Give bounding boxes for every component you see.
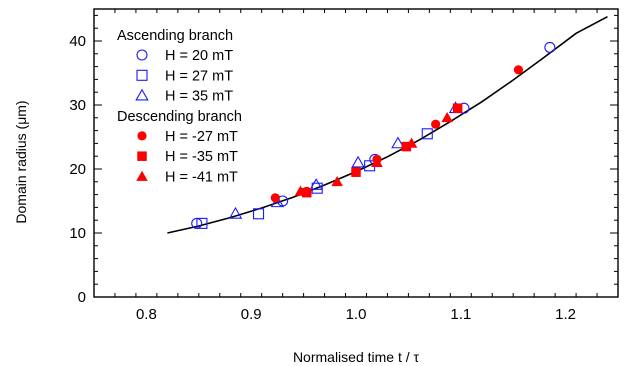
legend-item: H = -35 mT [137,149,238,165]
data-point [311,182,323,194]
data-point [513,65,524,75]
y-tick-label: 30 [69,97,86,114]
x-tick-label: 1.1 [450,306,471,323]
legend-label: H = -27 mT [165,129,238,145]
series-2 [196,128,433,229]
series-5 [301,103,463,198]
y-tick-label: 0 [78,289,86,306]
data-points-layer [191,41,556,229]
data-point [391,136,405,149]
data-point [452,103,463,113]
data-point [331,176,343,187]
legend-symbol [136,69,148,81]
legend-label: H = 35 mT [165,89,233,105]
series-3 [228,101,463,219]
legend-label: H = 27 mT [165,68,233,84]
x-tick-label: 1.0 [346,306,367,323]
fit-curve-line [167,15,608,234]
x-tick-label: 0.9 [241,306,262,323]
data-point [270,193,280,203]
legend-item: H = 35 mT [135,88,233,105]
data-point [371,156,383,167]
data-point [196,217,208,229]
legend-symbol [135,88,149,101]
series-4 [270,65,524,203]
data-point [421,128,433,140]
x-axis-title: Normalised time t / τ [293,349,420,365]
data-point [309,178,323,190]
data-point [405,137,418,148]
legend-label: H = -35 mT [165,149,238,165]
legend-symbol [137,151,147,161]
legend-label: H = 20 mT [165,48,233,64]
data-point [544,41,556,53]
legend: Ascending branch H = 20 mT H = 27 mT H = 35… [117,28,242,186]
data-point [431,119,441,129]
legend-symbol [136,49,148,61]
y-tick-label: 40 [69,33,86,50]
data-point [351,155,365,168]
data-point [401,141,412,152]
x-tick-label: 1.2 [555,306,576,323]
legend-item: H = -41 mT [136,170,238,186]
legend-item: H = 20 mT [136,48,233,64]
legend-symbol [137,131,147,141]
plot-frame [93,8,619,298]
y-tick-label: 10 [69,225,86,242]
legend-item: H = -27 mT [137,129,238,145]
legend-item: H = 27 mT [136,68,233,84]
y-axis-title: Domain radius (μm) [13,100,29,223]
axes: 0.8 0.9 1.0 1.1 1.2 0 10 20 30 40 [69,8,619,323]
legend-symbol [136,170,148,181]
data-point [301,187,312,198]
legend-heading: Descending branch [117,109,242,125]
series-1 [191,41,556,229]
series-6 [294,112,453,196]
data-point [228,206,243,219]
data-point [252,208,265,220]
x-tick-label: 0.8 [136,306,157,323]
legend-label: H = -41 mT [165,170,238,186]
y-tick-label: 20 [69,161,86,178]
data-point [294,185,307,196]
data-point [441,112,453,123]
data-point [351,167,361,177]
fit-curve-layer [167,15,608,234]
legend-heading: Ascending branch [117,28,233,44]
